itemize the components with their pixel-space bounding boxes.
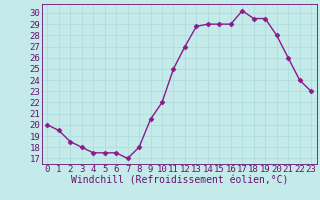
X-axis label: Windchill (Refroidissement éolien,°C): Windchill (Refroidissement éolien,°C) (70, 176, 288, 186)
